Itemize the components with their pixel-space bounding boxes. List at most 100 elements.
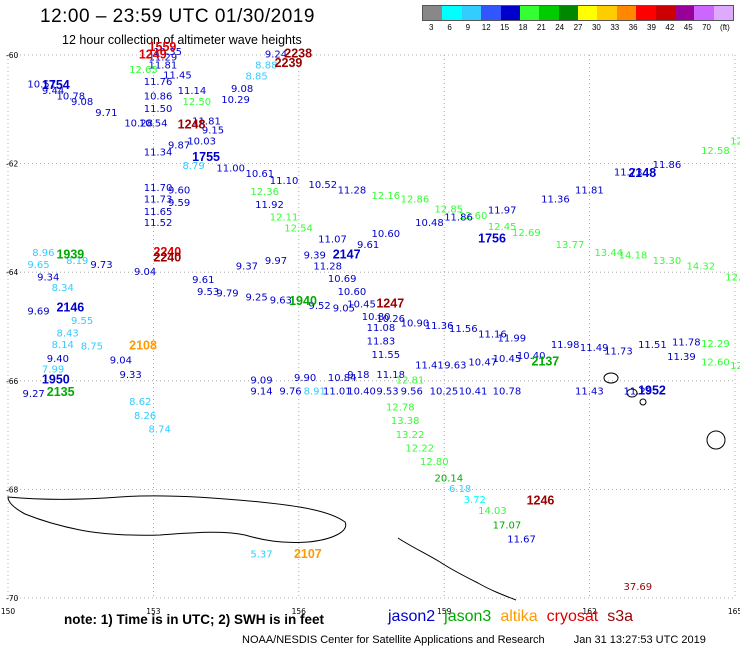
swh-label: 10.69 [328, 274, 357, 285]
swh-label: 17.07 [493, 520, 522, 531]
legend-swatch [500, 6, 520, 20]
pass-time-label: 2107 [294, 547, 322, 561]
swh-label: 9.59 [168, 198, 190, 209]
y-tick-label: -66 [6, 377, 18, 386]
legend-label: 21 [536, 23, 546, 32]
swh-label: 11.73 [144, 195, 173, 206]
swh-label: 10.86 [144, 92, 173, 103]
pass-time-label: 2240 [153, 250, 181, 264]
swh-label: 9.25 [245, 292, 267, 303]
swh-label: 11.81 [575, 185, 604, 196]
swh-label: 9.04 [110, 355, 132, 366]
legend-label: 39 [647, 23, 656, 32]
coastline-east [397, 537, 517, 601]
swh-label: 10.78 [493, 386, 522, 397]
swh-label: 11.81 [149, 61, 178, 72]
swh-label: 10.40 [347, 386, 376, 397]
swh-label: 11.01 [323, 386, 352, 397]
swh-label: 8.34 [52, 283, 74, 294]
legend-swatch [578, 6, 598, 20]
x-tick-label: 159 [437, 607, 452, 616]
swh-label: 11.50 [144, 104, 173, 115]
pass-time-label: 1249 [139, 47, 167, 61]
color-scale-swatches [422, 5, 734, 21]
pass-time-label: 1939 [56, 248, 84, 262]
swh-label: 9.55 [71, 316, 93, 327]
legend-swatch [481, 6, 501, 20]
swh-label: 12.58 [701, 146, 730, 157]
pass-time-label: 2135 [47, 385, 75, 399]
page-title: 12:00 – 23:59 UTC 01/30/2019 [40, 6, 315, 27]
swh-label: 8.74 [149, 424, 171, 435]
swh-label: 5.37 [250, 549, 272, 560]
legend-swatch [616, 6, 637, 20]
swh-label: 9.15 [202, 126, 224, 137]
swh-label: 14.18 [619, 251, 648, 262]
swh-label: 8.91 [304, 386, 326, 397]
swh-label: 10.80 [362, 312, 391, 323]
swh-label: 11.67 [507, 535, 536, 546]
y-tick-label: -70 [6, 594, 18, 603]
swh-label: 3.72 [464, 495, 486, 506]
x-tick-label: 150 [1, 607, 16, 616]
swh-label: 10.54 [139, 119, 168, 130]
swh-label: 10.45 [347, 299, 376, 310]
satellite-key-jason2: jason2 [388, 608, 436, 625]
swh-label: 11.86 [444, 213, 473, 224]
pass-time-label: 1755 [192, 150, 220, 164]
swh-label: 12.78 [386, 403, 415, 414]
pass-time-label: 1247 [376, 296, 404, 310]
swh-label: 11.07 [318, 234, 347, 245]
swh-label: 11.36 [425, 321, 454, 332]
swh-label: 8.14 [52, 340, 74, 351]
swh-label: 12.16 [372, 191, 401, 202]
swh-label: 13.44 [594, 248, 623, 259]
swh-label: 11.97 [488, 206, 517, 217]
swh-label: 37.69 [624, 582, 653, 593]
swh-label: 9.33 [119, 370, 141, 381]
swh-label: 12.22 [405, 443, 434, 454]
swh-label: 11.29 [624, 386, 653, 397]
legend-label: 33 [610, 23, 620, 32]
swh-label: 12.33 [730, 137, 740, 148]
swh-label: 7.99 [42, 365, 64, 376]
swh-label: 10.45 [493, 354, 522, 365]
swh-label: 9.90 [294, 373, 316, 384]
swh-label: 20.14 [435, 473, 464, 484]
swh-label: 9.18 [347, 370, 369, 381]
swh-label: 9.27 [23, 389, 45, 400]
x-tick-label: 156 [292, 607, 307, 616]
legend-label: 70 [702, 23, 712, 32]
island [639, 398, 647, 406]
swh-label: 11.28 [313, 261, 342, 272]
legend-label: 15 [500, 23, 510, 32]
swh-label: 10.47 [468, 358, 497, 369]
swh-label: 11.73 [604, 347, 633, 358]
swh-label: 9.63 [444, 360, 466, 371]
swh-label: 9.69 [27, 307, 49, 318]
swh-label: 9.40 [47, 354, 69, 365]
swh-label: 11.56 [449, 324, 478, 335]
swh-label: 11.36 [541, 195, 570, 206]
swh-label: 12.29 [701, 339, 730, 350]
legend-swatch [539, 6, 559, 20]
swh-label: 11.16 [478, 329, 507, 340]
color-scale-legend: 3 6 9 12 15 18 21 24 27 30 33 36 39 42 45 70 (ft) [422, 5, 734, 35]
swh-label: 11.29 [149, 52, 178, 63]
swh-label: 9.97 [265, 256, 287, 267]
pass-time-label: 2148 [628, 166, 656, 180]
swh-label: 11.52 [144, 218, 173, 229]
swh-label: 11.81 [192, 117, 221, 128]
swh-label: 10.51 [27, 80, 56, 91]
y-tick-label: -64 [6, 268, 18, 277]
legend-label: 9 [465, 23, 471, 32]
swh-label: 13.38 [391, 416, 420, 427]
lat-lon-grid [7, 54, 736, 599]
swh-label: 8.96 [32, 248, 54, 259]
swh-label: 11.00 [216, 164, 245, 175]
swh-label: 9.09 [250, 376, 272, 387]
swh-label: 13.77 [556, 240, 585, 251]
island [626, 388, 638, 398]
swh-label: 9.44 [42, 86, 64, 97]
swh-label: 10.41 [459, 386, 488, 397]
